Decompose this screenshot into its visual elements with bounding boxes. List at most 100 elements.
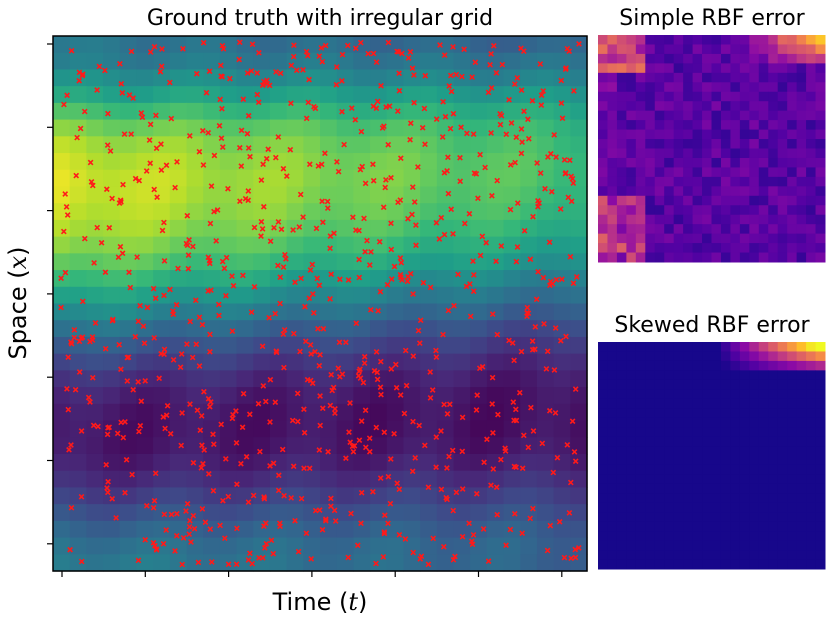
scatter-point xyxy=(377,475,384,481)
heatmap-cell xyxy=(119,387,138,405)
scatter-point xyxy=(413,242,419,249)
heatmap-cell xyxy=(353,420,371,438)
heatmap-cell xyxy=(470,270,488,288)
error-cell xyxy=(607,110,618,121)
error-cell xyxy=(758,342,769,352)
scatter-point xyxy=(186,524,193,530)
error-cell xyxy=(702,464,712,475)
heatmap-cell xyxy=(570,136,588,154)
error-cell xyxy=(598,186,608,197)
heatmap-cell xyxy=(320,253,338,271)
scatter-point xyxy=(467,313,474,320)
scatter-point xyxy=(516,389,523,396)
error-cell xyxy=(739,531,750,542)
heatmap-cell xyxy=(219,119,238,137)
error-cell xyxy=(806,44,817,55)
heatmap-cell xyxy=(103,169,121,188)
heatmap-cell xyxy=(503,253,521,271)
scatter-point xyxy=(398,259,405,266)
scatter-point xyxy=(490,466,497,472)
scatter-point xyxy=(374,369,381,376)
scatter-point xyxy=(450,507,457,514)
scatter-point xyxy=(265,146,272,153)
error-cell xyxy=(702,233,712,244)
error-cell xyxy=(739,167,750,178)
error-cell xyxy=(730,502,741,513)
scatter-point xyxy=(186,531,193,537)
scatter-point xyxy=(395,199,401,206)
scatter-point xyxy=(160,540,167,547)
scatter-point xyxy=(294,418,301,425)
scatter-point xyxy=(314,275,321,282)
error-cell xyxy=(702,427,712,438)
error-cell xyxy=(664,427,675,438)
scatter-point xyxy=(64,212,71,218)
error-cell xyxy=(702,370,712,381)
main-panel: Ground truth with irregular grid Time (t… xyxy=(4,6,588,616)
heatmap-cell xyxy=(386,119,405,137)
error-cell xyxy=(720,148,731,159)
scatter-point xyxy=(370,488,376,495)
scatter-point xyxy=(180,535,187,541)
heatmap-cell xyxy=(503,470,521,489)
heatmap-cell xyxy=(86,403,104,422)
heatmap-cell xyxy=(486,420,505,438)
heatmap-cell xyxy=(169,387,188,405)
scatter-point xyxy=(154,194,160,201)
error-cell xyxy=(692,417,703,428)
error-cell xyxy=(720,360,731,371)
error-cell xyxy=(720,342,731,352)
error-cell xyxy=(702,389,712,400)
error-cell xyxy=(645,44,656,55)
error-cell xyxy=(711,370,722,381)
error-cell xyxy=(673,224,684,235)
error-cell xyxy=(683,176,694,187)
error-cell xyxy=(626,342,637,352)
error-cell xyxy=(777,370,788,381)
scatter-point xyxy=(106,224,113,231)
heatmap-cell xyxy=(86,470,104,489)
error-cell xyxy=(777,120,788,131)
heatmap-cell xyxy=(119,52,138,71)
error-cell xyxy=(777,35,788,45)
heatmap-cell xyxy=(303,420,321,438)
scatter-point xyxy=(161,292,167,299)
scatter-point xyxy=(158,167,165,173)
error-cell xyxy=(711,417,722,428)
heatmap-cell xyxy=(420,36,438,54)
error-cell xyxy=(758,224,769,235)
heatmap-cell xyxy=(370,119,388,137)
error-cell xyxy=(720,53,731,64)
heatmap-cell xyxy=(186,169,204,188)
error-cell xyxy=(683,233,694,244)
scatter-point xyxy=(115,254,122,261)
heatmap-cell xyxy=(536,69,555,87)
scatter-point xyxy=(85,394,92,401)
error-cell xyxy=(711,101,722,112)
scatter-point xyxy=(343,455,349,462)
error-cell xyxy=(645,148,656,159)
heatmap-cell xyxy=(203,487,221,505)
error-cell xyxy=(739,370,750,381)
error-cell xyxy=(720,157,731,168)
heatmap-cell xyxy=(253,153,271,171)
scatter-point xyxy=(445,190,452,197)
heatmap-cell xyxy=(103,403,121,422)
error-cell xyxy=(806,427,817,438)
scatter-point xyxy=(469,74,475,80)
heatmap-cell xyxy=(353,487,371,505)
error-cell xyxy=(777,502,788,513)
error-cell xyxy=(626,389,637,400)
error-cell xyxy=(626,559,637,570)
heatmap-cell xyxy=(236,520,254,539)
heatmap-cell xyxy=(219,520,238,539)
scatter-point xyxy=(407,48,414,55)
heatmap-cell xyxy=(103,153,121,171)
error-cell xyxy=(720,186,731,197)
scatter-point xyxy=(527,256,534,263)
error-cell xyxy=(616,167,627,178)
error-cell xyxy=(626,531,637,542)
scatter-point xyxy=(198,413,205,419)
error-cell xyxy=(730,148,741,159)
error-cell xyxy=(730,167,741,178)
